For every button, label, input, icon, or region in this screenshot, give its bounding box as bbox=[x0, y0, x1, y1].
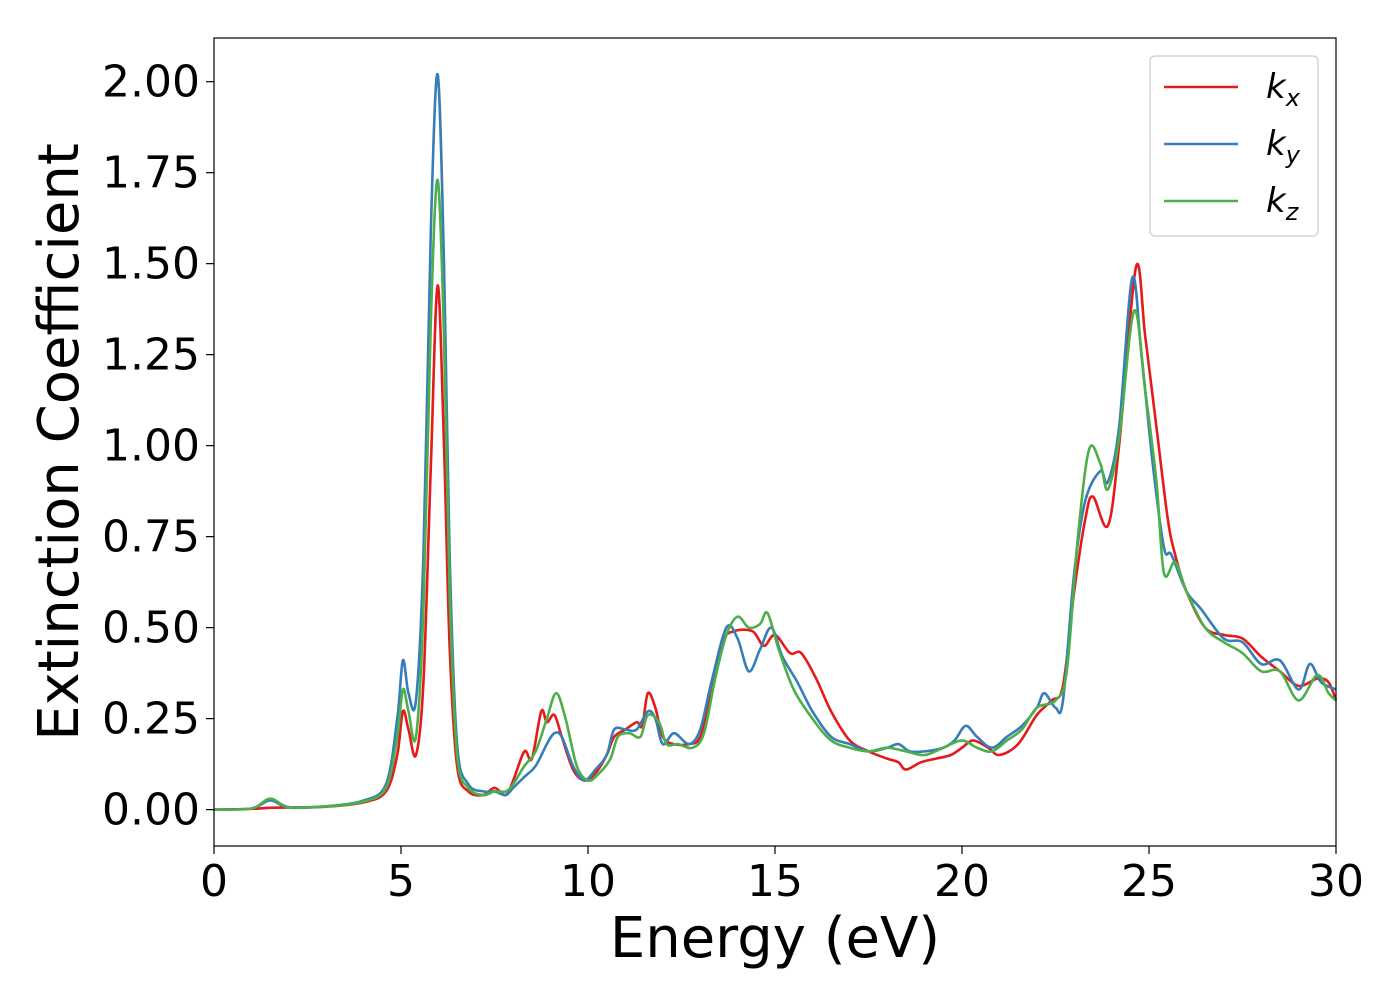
y-axis: 0.00 0.25 0.50 0.75 1.00 1.25 1.50 1.75 2.00 bbox=[102, 57, 214, 836]
y-tick-label: 1.00 bbox=[102, 421, 200, 472]
legend-label-ky: ky bbox=[1266, 124, 1301, 169]
y-tick-label: 1.75 bbox=[102, 148, 200, 199]
y-tick-label: 0.50 bbox=[102, 603, 200, 654]
x-tick-label: 25 bbox=[1121, 856, 1177, 907]
y-tick-label: 0.00 bbox=[102, 785, 200, 836]
y-axis-title: Extinction Coefficient bbox=[27, 143, 92, 741]
y-tick-label: 1.50 bbox=[102, 239, 200, 290]
x-tick-label: 15 bbox=[747, 856, 803, 907]
y-tick-label: 0.75 bbox=[102, 512, 200, 563]
x-tick-label: 0 bbox=[200, 856, 228, 907]
x-tick-label: 20 bbox=[934, 856, 990, 907]
x-tick-label: 30 bbox=[1308, 856, 1364, 907]
x-tick-label: 10 bbox=[560, 856, 616, 907]
y-tick-label: 2.00 bbox=[102, 57, 200, 108]
x-axis-title: Energy (eV) bbox=[610, 906, 940, 971]
series-layer bbox=[213, 73, 1338, 811]
x-tick-label: 5 bbox=[387, 856, 415, 907]
y-tick-label: 0.25 bbox=[102, 694, 200, 745]
legend-label-kz: kz bbox=[1266, 181, 1300, 226]
legend-box bbox=[1149, 55, 1319, 237]
legend-label-kx: kx bbox=[1266, 67, 1301, 112]
series-line-kz bbox=[213, 178, 1337, 811]
legend: kx ky kz bbox=[1149, 55, 1319, 237]
series-line-ky bbox=[213, 73, 1337, 811]
x-axis: 0 5 10 15 20 25 30 bbox=[200, 846, 1364, 907]
y-tick-label: 1.25 bbox=[102, 330, 200, 381]
